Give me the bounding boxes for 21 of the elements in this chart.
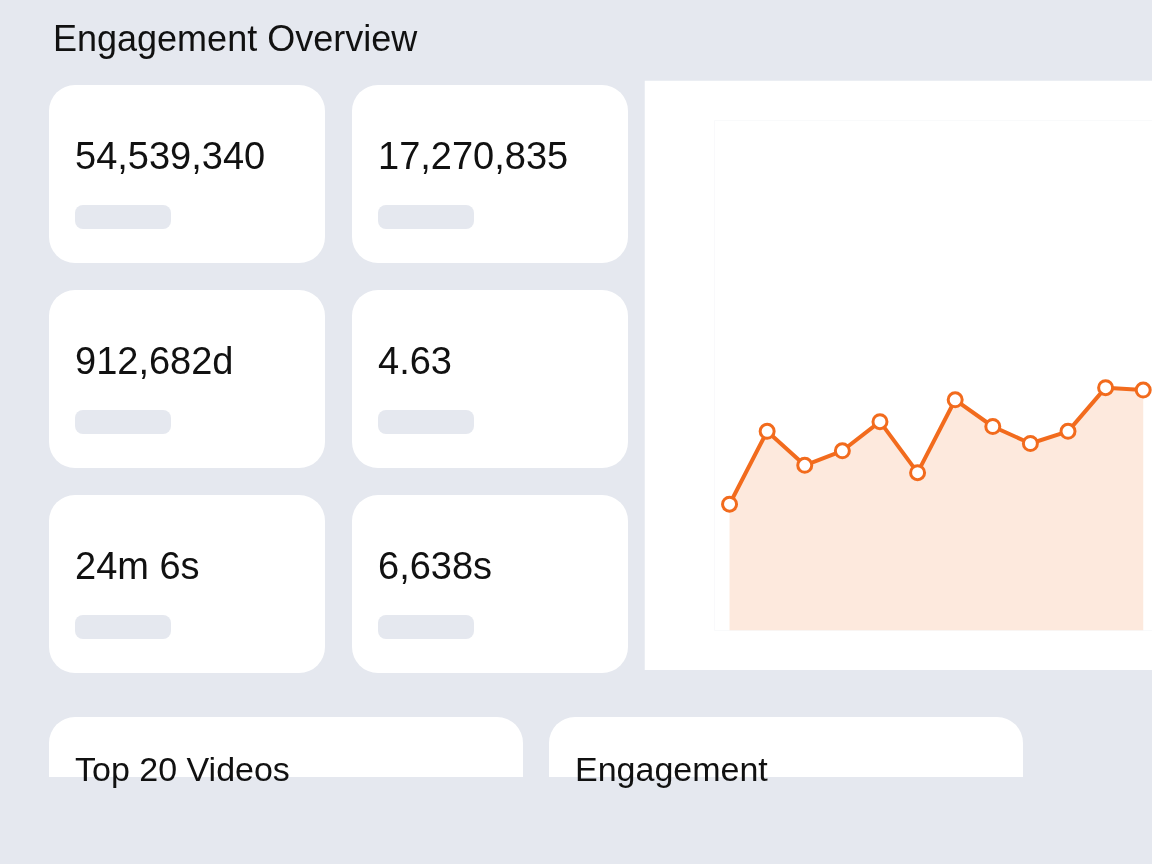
point (833, 442, 851, 460)
text: 24m 6s (49, 495, 325, 673)
text: 54,539,340 (49, 85, 325, 263)
text: Engagement Overview (52, 17, 418, 61)
point (946, 391, 964, 409)
point (1021, 435, 1039, 452)
point (1134, 381, 1152, 399)
point (796, 456, 814, 474)
text: Top 20 Videos (74, 749, 291, 788)
text: 6,638s (352, 495, 628, 673)
point (721, 495, 739, 513)
point (1097, 379, 1115, 397)
point (758, 422, 776, 440)
point (1059, 422, 1077, 440)
text: Engagement (574, 749, 769, 788)
text: 17,270,835 (352, 85, 628, 263)
point (871, 413, 889, 431)
point (909, 464, 927, 482)
text: 912,682d (49, 290, 325, 468)
text: 4.63 (352, 290, 628, 468)
point (984, 418, 1002, 435)
